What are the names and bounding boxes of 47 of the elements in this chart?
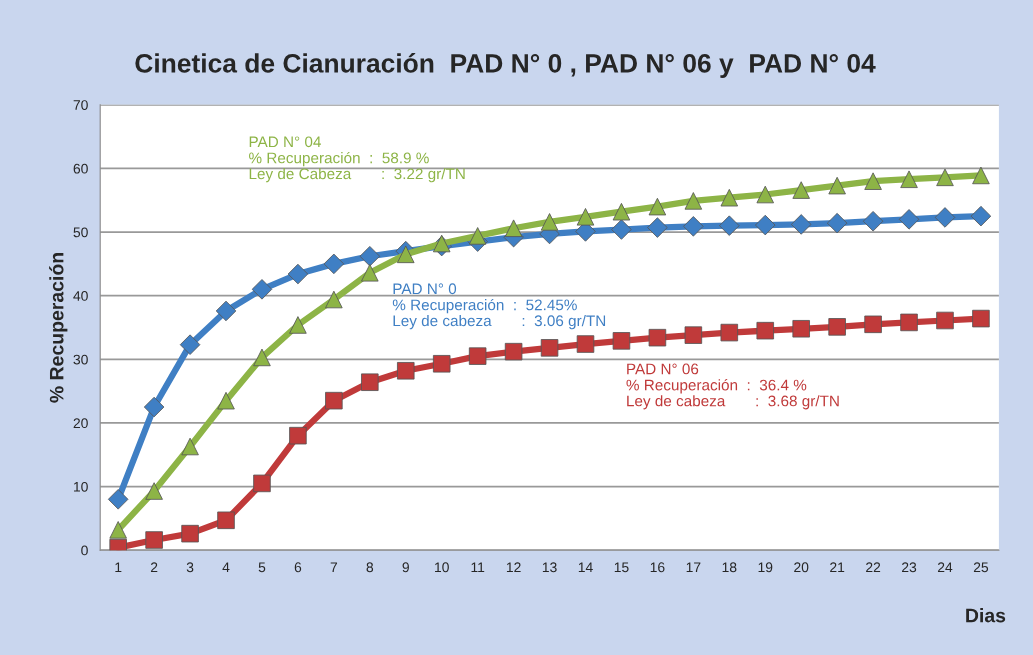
x-tick-label: 10 xyxy=(435,562,449,573)
y-tick-label: 40 xyxy=(73,291,88,301)
point xyxy=(251,279,273,300)
x-tick-label: 1 xyxy=(115,562,122,573)
x-tick-label: 15 xyxy=(614,562,629,573)
x-tick-label: 23 xyxy=(902,562,917,573)
x-tick-label: 7 xyxy=(330,562,338,573)
x-axis-title: Dias xyxy=(966,608,1006,623)
x-tick-label: 14 xyxy=(578,562,593,573)
x-tick-label: 12 xyxy=(506,562,521,573)
annotation: PAD N° 06 % Recuperación : 36.4 % Ley de cabeza : 3.68 gr/TN xyxy=(626,363,839,410)
x-tick-label: 11 xyxy=(471,562,485,573)
annotation: PAD N° 0 % Recuperación : 52.45% Ley de cabeza : 3.06 gr/TN xyxy=(392,283,606,330)
point xyxy=(648,197,667,216)
y-tick-label: 50 xyxy=(73,227,88,238)
point xyxy=(756,321,774,340)
point xyxy=(504,342,523,361)
x-tick-label: 2 xyxy=(150,562,158,573)
x-tick-label: 6 xyxy=(294,562,302,573)
point xyxy=(648,328,667,347)
y-axis-title: % Recuperación xyxy=(49,253,68,403)
x-tick-label: 4 xyxy=(222,562,230,573)
x-tick-label: 9 xyxy=(402,562,409,573)
y-tick-label: 60 xyxy=(73,163,88,174)
x-tick-label: 25 xyxy=(973,562,989,573)
x-tick-label: 20 xyxy=(794,562,809,573)
annotation: PAD N° 04 % Recuperación : 58.9 % Ley de Cabeza : 3.22 gr/TN xyxy=(249,136,465,183)
y-tick-label: 10 xyxy=(74,481,88,492)
x-tick-label: 24 xyxy=(937,562,953,573)
x-tick-label: 3 xyxy=(186,562,194,573)
chart-title: Cinetica de Cianuración PAD N° 0 , PAD N° 06 y PAD N° 04 xyxy=(135,53,876,78)
x-tick-label: 13 xyxy=(542,562,557,573)
x-tick-label: 18 xyxy=(722,562,737,573)
x-tick-label: 16 xyxy=(650,562,665,573)
x-tick-label: 21 xyxy=(830,562,845,573)
x-tick-label: 17 xyxy=(686,562,701,573)
point xyxy=(576,208,595,226)
x-tick-label: 22 xyxy=(866,562,881,573)
x-tick-label: 8 xyxy=(366,562,374,573)
point xyxy=(397,362,415,380)
y-tick-label: 70 xyxy=(73,100,88,110)
y-tick-label: 20 xyxy=(73,418,88,429)
y-tick-label: 30 xyxy=(73,354,88,365)
y-tick-label: 0 xyxy=(81,545,88,556)
point xyxy=(397,245,415,264)
x-tick-label: 5 xyxy=(258,562,266,573)
x-tick-label: 19 xyxy=(758,562,773,573)
